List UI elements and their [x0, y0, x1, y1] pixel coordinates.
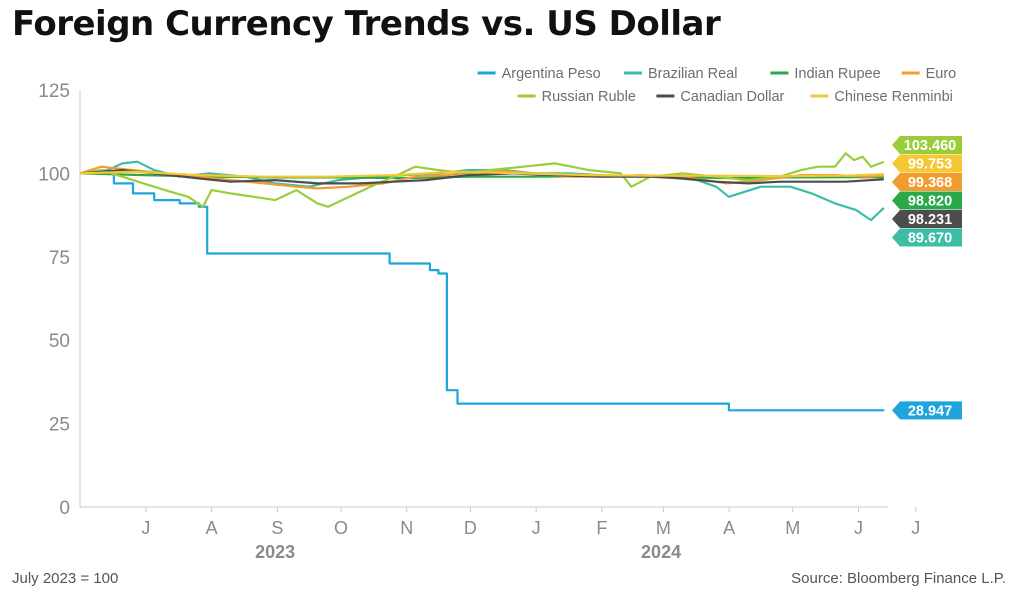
x-tick-label: A — [723, 518, 735, 538]
end-label-value: 98.231 — [908, 212, 952, 228]
x-tick-label: O — [334, 518, 348, 538]
legend-label: Indian Rupee — [794, 66, 880, 82]
end-label-value: 99.753 — [908, 157, 952, 173]
x-tick-label: M — [656, 518, 671, 538]
end-label-tag — [892, 154, 962, 173]
series-lines — [79, 152, 885, 412]
x-year-label: 2023 — [255, 542, 295, 562]
end-label-tag — [892, 228, 962, 247]
end-label-tag — [892, 191, 962, 210]
axes: J A S O N D J F M A M J J 2023 2024 — [79, 90, 920, 562]
end-label-value: 28.947 — [908, 403, 952, 419]
y-tick-label: 100 — [38, 164, 70, 185]
end-label-value: 99.368 — [908, 175, 952, 191]
x-tick-label: A — [206, 518, 218, 538]
x-tick-label: J — [854, 518, 863, 538]
x-tick-label: M — [785, 518, 800, 538]
y-tick-label: 125 — [38, 81, 70, 102]
legend-label: Chinese Renminbi — [834, 89, 952, 105]
legend: Argentina Peso Brazilian Real Indian Rupee… — [477, 66, 957, 105]
x-tick-label: N — [400, 518, 413, 538]
series-line — [80, 172, 885, 412]
y-tick-label: 75 — [49, 248, 70, 269]
end-value-labels: 103.460 99.753 99.368 98.820 98.231 89.670 28.… — [892, 136, 962, 420]
end-label-tag — [892, 210, 962, 228]
y-tick-label: 50 — [49, 331, 70, 352]
end-label-value: 89.670 — [908, 231, 952, 247]
end-label-tag — [892, 401, 962, 420]
base-note: July 2023 = 100 — [12, 570, 119, 587]
series-line — [79, 169, 884, 185]
x-tick-label: F — [596, 518, 607, 538]
x-tick-label: S — [271, 518, 283, 538]
series-line — [79, 170, 884, 178]
y-tick-label: 25 — [49, 415, 70, 436]
end-label-tag — [892, 173, 962, 191]
x-tick-label: D — [464, 518, 477, 538]
series-line — [79, 152, 885, 208]
y-tick-label: 0 — [59, 498, 70, 519]
x-year-label: 2024 — [641, 542, 681, 562]
end-label-value: 98.820 — [908, 194, 952, 210]
source-note: Source: Bloomberg Finance L.P. — [791, 570, 1006, 587]
series-line — [79, 165, 884, 190]
legend-label: Euro — [926, 66, 957, 82]
legend-label: Brazilian Real — [648, 66, 737, 82]
x-tick-label: J — [141, 518, 150, 538]
end-label-tag — [892, 136, 962, 154]
legend-label: Argentina Peso — [502, 66, 601, 82]
legend-label: Canadian Dollar — [680, 89, 784, 105]
x-tick-label: J — [532, 518, 541, 538]
y-axis-ticks: 0 25 50 75 100 125 — [38, 81, 70, 519]
legend-label: Russian Ruble — [542, 89, 636, 105]
x-tick-label: J — [911, 518, 920, 538]
chart-title: Foreign Currency Trends vs. US Dollar — [12, 4, 721, 44]
end-label-value: 103.460 — [904, 138, 956, 154]
